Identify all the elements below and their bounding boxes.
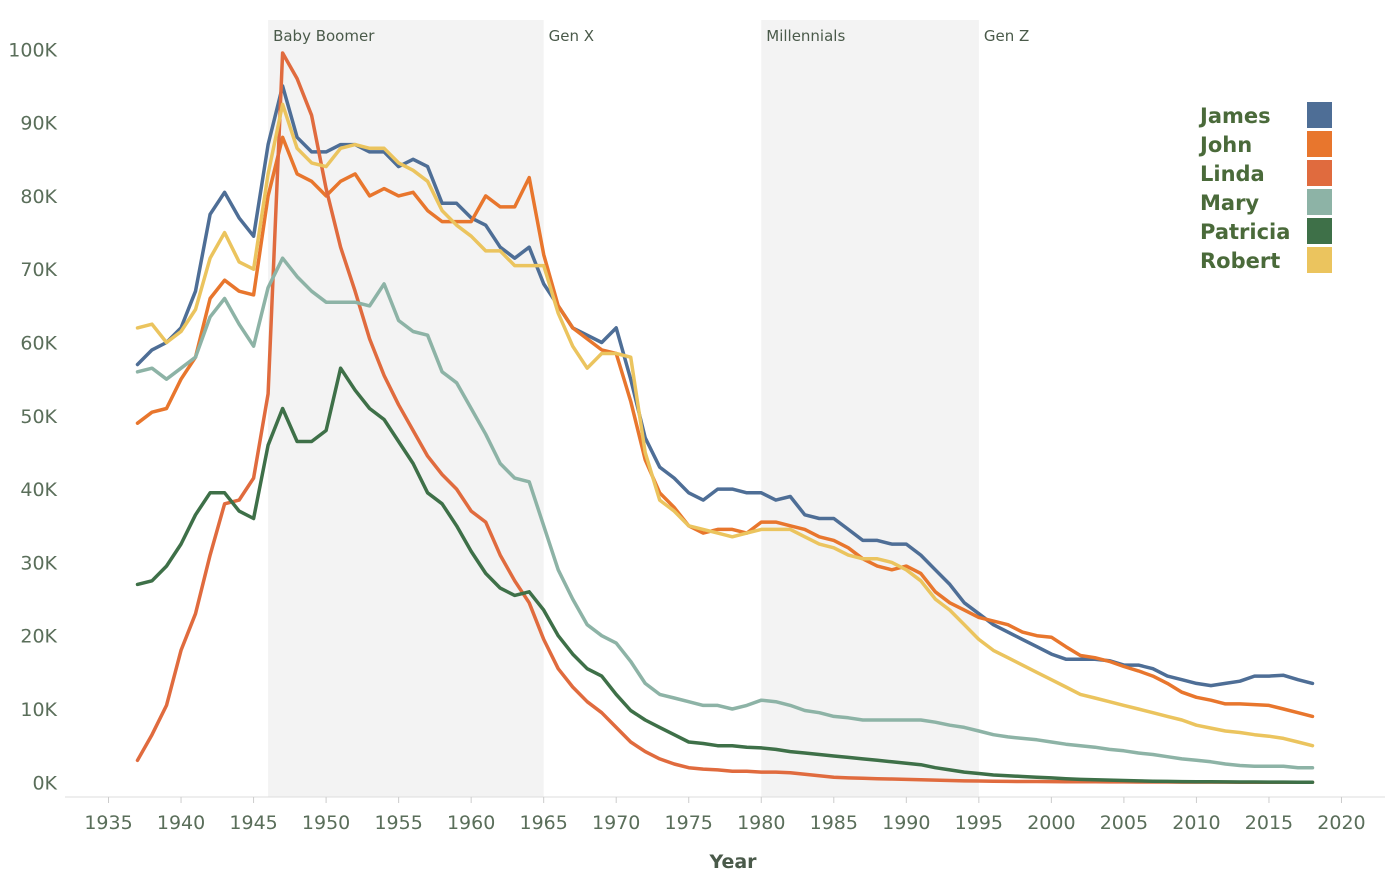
legend-label-john: John — [1198, 133, 1252, 157]
x-tick-label: 2020 — [1317, 812, 1365, 834]
legend-swatch-john[interactable] — [1307, 131, 1332, 157]
y-tick-label: 0K — [32, 772, 57, 794]
legend-swatch-james[interactable] — [1307, 102, 1332, 128]
generation-band-labels: Baby Boomer Gen X Millennials Gen Z — [273, 27, 1029, 45]
legend-label-linda: Linda — [1200, 162, 1265, 186]
band-label: Baby Boomer — [273, 27, 375, 45]
series-line-john — [135, 135, 1315, 719]
series-line-patricia — [135, 366, 1315, 784]
y-axis-ticks: 0K 10K 20K 30K 40K 50K 60K 70K 80K 90K 100K — [8, 39, 57, 794]
band-2 — [761, 20, 979, 797]
band-label: Gen X — [549, 27, 594, 45]
legend-label-robert: Robert — [1200, 249, 1280, 273]
x-tick-label: 1935 — [84, 812, 132, 834]
band-label: Gen Z — [984, 27, 1029, 45]
x-tick-label: 1970 — [592, 812, 640, 834]
y-tick-label: 90K — [20, 113, 57, 135]
series-line-mary — [135, 256, 1315, 770]
x-axis-title: Year — [708, 851, 757, 873]
x-axis-ticks: 1935 1940 1945 1950 1955 1960 1965 1970 1975 1980… — [84, 797, 1366, 834]
band-0 — [268, 20, 544, 797]
x-tick-label: 2005 — [1100, 812, 1148, 834]
x-tick-label: 2010 — [1172, 812, 1220, 834]
y-tick-label: 30K — [20, 552, 57, 574]
x-tick-label: 1950 — [302, 812, 350, 834]
x-tick-label: 1980 — [737, 812, 785, 834]
y-tick-label: 70K — [20, 259, 57, 281]
legend-label-james: James — [1198, 104, 1271, 128]
y-tick-label: 80K — [20, 186, 57, 208]
y-tick-label: 50K — [20, 406, 57, 428]
legend[interactable]: James John Linda Mary Patricia Robert — [1198, 102, 1332, 273]
legend-label-mary: Mary — [1200, 191, 1259, 215]
legend-swatch-robert[interactable] — [1307, 247, 1332, 273]
x-tick-label: 2015 — [1245, 812, 1293, 834]
x-tick-label: 1985 — [810, 812, 858, 834]
y-tick-label: 60K — [20, 333, 57, 355]
series-line-robert — [135, 102, 1315, 748]
x-tick-label: 1940 — [157, 812, 205, 834]
x-tick-label: 1955 — [374, 812, 422, 834]
x-tick-label: 1975 — [665, 812, 713, 834]
x-tick-label: 1965 — [520, 812, 568, 834]
series-lines — [135, 51, 1315, 784]
legend-label-patricia: Patricia — [1200, 220, 1290, 244]
x-tick-label: 1990 — [882, 812, 930, 834]
band-label: Millennials — [766, 27, 845, 45]
y-tick-label: 100K — [8, 39, 57, 61]
generation-bands — [268, 20, 979, 797]
x-tick-label: 2000 — [1027, 812, 1075, 834]
x-tick-label: 1945 — [229, 812, 277, 834]
y-tick-label: 20K — [20, 626, 57, 648]
x-tick-label: 1960 — [447, 812, 495, 834]
y-tick-label: 10K — [20, 699, 57, 721]
x-tick-label: 1995 — [955, 812, 1003, 834]
legend-swatch-mary[interactable] — [1307, 189, 1332, 215]
legend-swatch-patricia[interactable] — [1307, 218, 1332, 244]
y-tick-label: 40K — [20, 479, 57, 501]
legend-swatch-linda[interactable] — [1307, 160, 1332, 186]
